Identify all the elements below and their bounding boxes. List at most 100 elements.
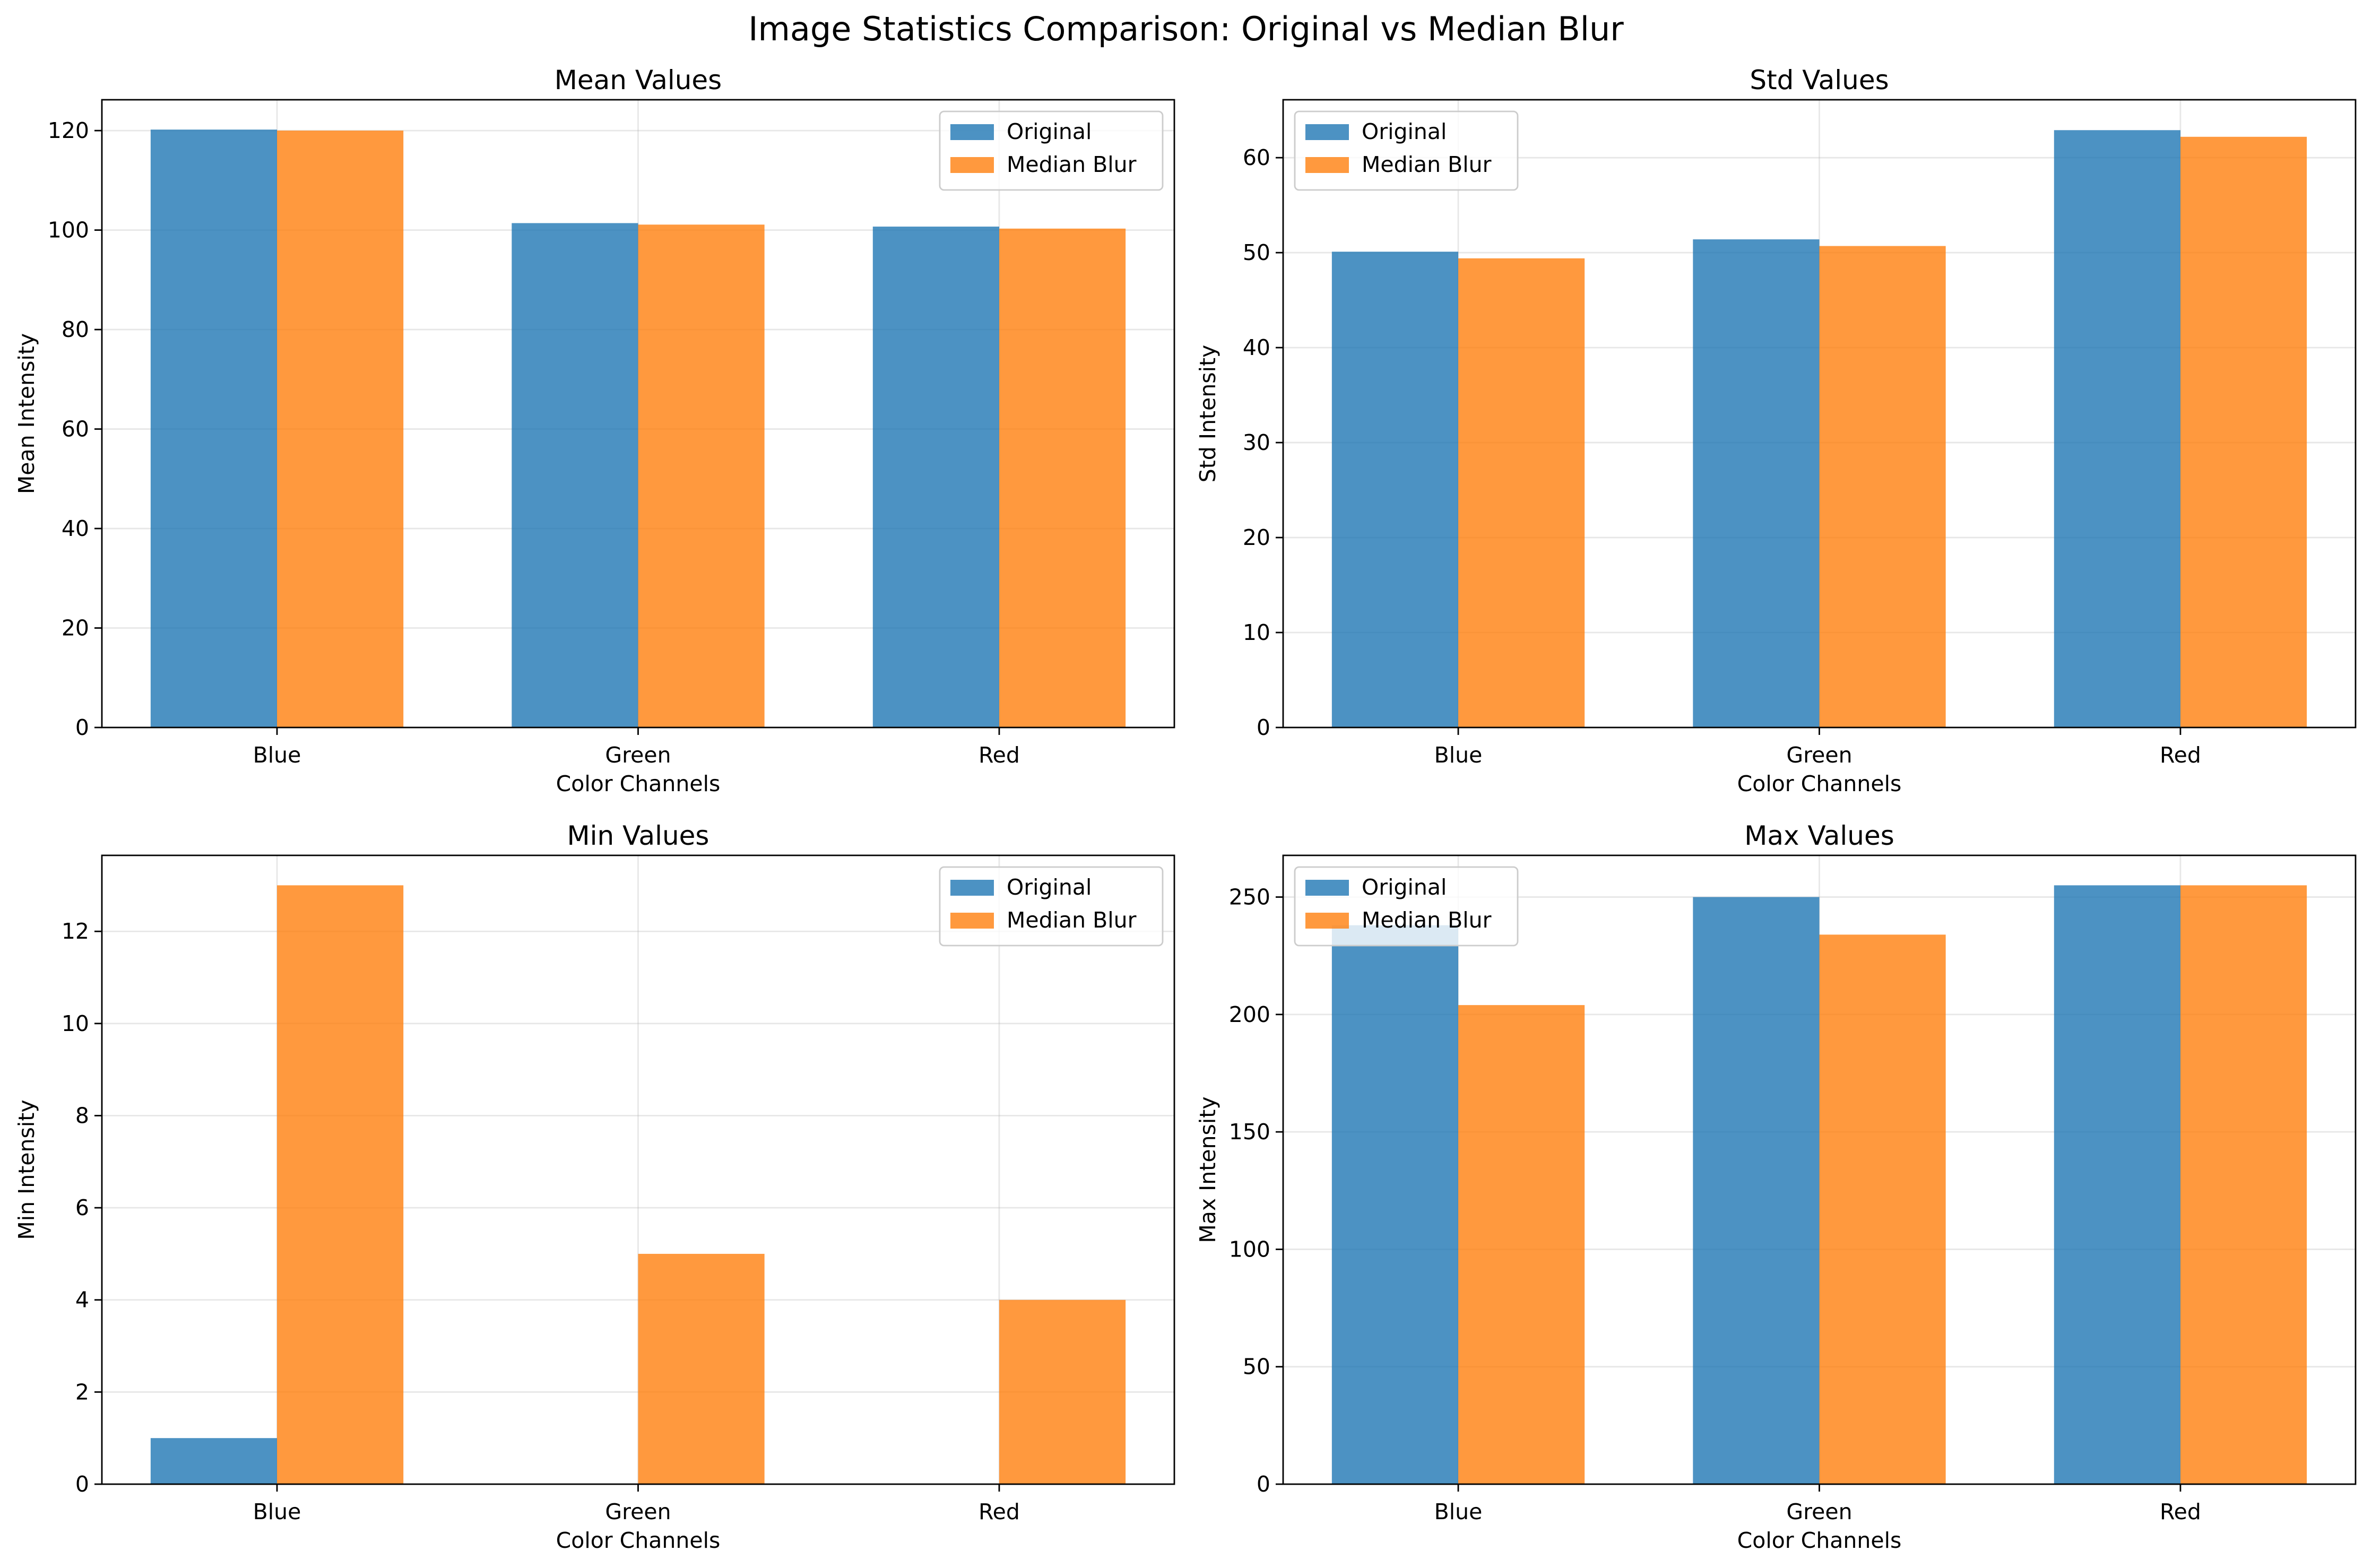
x-tick-label: Red bbox=[2160, 1499, 2201, 1524]
x-tick-label: Green bbox=[605, 1499, 671, 1524]
x-tick-label: Blue bbox=[1434, 742, 1483, 768]
y-tick-label: 60 bbox=[1243, 145, 1270, 170]
y-tick-label: 200 bbox=[1229, 1002, 1270, 1027]
bar-original-blue bbox=[1331, 925, 1459, 1484]
legend-frame bbox=[1294, 866, 1519, 947]
y-tick-label: 4 bbox=[75, 1287, 89, 1313]
bars bbox=[1331, 130, 2307, 728]
figure-suptitle: Image Statistics Comparison: Original vs… bbox=[748, 10, 1624, 48]
bar-median-blur-green bbox=[1819, 934, 1946, 1484]
x-tick-label: Red bbox=[979, 742, 1020, 768]
bar-original-red bbox=[2054, 130, 2180, 728]
y-tick-label: 2 bbox=[75, 1379, 89, 1405]
bar-median-blur-red bbox=[999, 228, 1126, 727]
bars bbox=[1331, 885, 2307, 1484]
x-tick-label: Red bbox=[979, 1499, 1020, 1524]
bar-median-blur-green bbox=[638, 224, 765, 728]
x-tick-label: Green bbox=[1786, 742, 1852, 768]
bars bbox=[150, 885, 1126, 1484]
y-tick-label: 10 bbox=[62, 1011, 89, 1036]
legend: Original Median Blur bbox=[1294, 866, 1519, 947]
subplot-title: Mean Values bbox=[555, 65, 722, 96]
x-axis-label: Color Channels bbox=[556, 771, 721, 796]
legend-swatch bbox=[1305, 880, 1349, 896]
legend-frame bbox=[939, 866, 1164, 947]
y-tick-label: 40 bbox=[1243, 335, 1270, 360]
y-tick-label: 80 bbox=[62, 317, 89, 342]
legend-label: Original bbox=[1362, 119, 1447, 144]
legend-label: Median Blur bbox=[1362, 152, 1492, 177]
bar-original-red bbox=[872, 227, 999, 727]
y-tick-label: 50 bbox=[1243, 1354, 1270, 1380]
y-axis-label: Std Intensity bbox=[1195, 345, 1220, 483]
y-tick-label: 20 bbox=[62, 616, 89, 641]
x-tick-label: Red bbox=[2160, 742, 2201, 768]
y-tick-label: 40 bbox=[62, 516, 89, 541]
y-tick-label: 12 bbox=[62, 919, 89, 944]
legend-swatch bbox=[1305, 157, 1349, 173]
legend-swatch bbox=[950, 880, 994, 896]
y-tick-label: 250 bbox=[1229, 885, 1270, 910]
y-tick-label: 0 bbox=[75, 715, 89, 740]
bars bbox=[150, 129, 1126, 728]
bar-original-red bbox=[2054, 885, 2180, 1484]
legend-label: Original bbox=[1007, 119, 1092, 144]
legend-swatch bbox=[1305, 913, 1349, 929]
y-tick-label: 120 bbox=[48, 118, 89, 143]
y-tick-label: 150 bbox=[1229, 1119, 1270, 1145]
subplot-2: 0 10 20 30 40 50 60 Blue Green Red Std Values Color… bbox=[1195, 65, 2357, 796]
bar-median-blur-green bbox=[1819, 246, 1946, 727]
x-axis-label: Color Channels bbox=[556, 1528, 721, 1553]
legend-swatch bbox=[1305, 124, 1349, 140]
x-tick-label: Green bbox=[605, 742, 671, 768]
subplot-title: Min Values bbox=[567, 820, 709, 851]
y-tick-label: 10 bbox=[1243, 620, 1270, 645]
legend-label: Median Blur bbox=[1362, 907, 1492, 933]
bar-original-green bbox=[1693, 897, 1820, 1484]
bar-median-blur-blue bbox=[277, 885, 404, 1484]
y-axis-label: Min Intensity bbox=[14, 1099, 39, 1240]
bar-original-blue bbox=[150, 1438, 278, 1484]
bar-median-blur-red bbox=[2180, 885, 2307, 1484]
y-tick-label: 60 bbox=[62, 417, 89, 442]
legend: Original Median Blur bbox=[1294, 110, 1519, 191]
bar-original-green bbox=[512, 223, 638, 727]
legend-frame bbox=[939, 110, 1164, 191]
legend-label: Median Blur bbox=[1007, 907, 1137, 933]
y-tick-label: 100 bbox=[1229, 1236, 1270, 1262]
y-axis-label: Max Intensity bbox=[1195, 1096, 1220, 1243]
x-tick-label: Blue bbox=[253, 742, 301, 768]
bar-original-green bbox=[1693, 239, 1820, 727]
y-tick-label: 0 bbox=[75, 1471, 89, 1497]
legend-swatch bbox=[950, 157, 994, 173]
subplot-3: 0 2 4 6 8 10 12 Blue Green Red Min Values Color Cha… bbox=[14, 820, 1175, 1553]
y-tick-label: 20 bbox=[1243, 525, 1270, 550]
legend-label: Original bbox=[1007, 874, 1092, 900]
bar-median-blur-red bbox=[2180, 136, 2307, 727]
y-tick-label: 50 bbox=[1243, 240, 1270, 265]
x-tick-label: Green bbox=[1786, 1499, 1852, 1524]
x-tick-label: Blue bbox=[253, 1499, 301, 1524]
legend: Original Median Blur bbox=[939, 110, 1164, 191]
bar-median-blur-blue bbox=[1458, 258, 1585, 728]
subplot-4: 0 50 100 150 200 250 Blue Green Red Max Values Col… bbox=[1195, 820, 2357, 1553]
x-axis-label: Color Channels bbox=[1737, 1528, 1902, 1553]
bar-median-blur-red bbox=[999, 1300, 1126, 1484]
legend-label: Original bbox=[1362, 874, 1447, 900]
legend: Original Median Blur bbox=[939, 866, 1164, 947]
legend-label: Median Blur bbox=[1007, 152, 1137, 177]
subplot-title: Std Values bbox=[1750, 65, 1889, 96]
legend-swatch bbox=[950, 124, 994, 140]
y-tick-label: 8 bbox=[75, 1103, 89, 1128]
legend-swatch bbox=[950, 913, 994, 929]
y-tick-label: 6 bbox=[75, 1195, 89, 1220]
subplot-1: 0 20 40 60 80 100 120 Blue Green Red Mean Values Co… bbox=[14, 65, 1175, 796]
x-tick-label: Blue bbox=[1434, 1499, 1483, 1524]
bar-median-blur-blue bbox=[1458, 1005, 1585, 1484]
legend-frame bbox=[1294, 110, 1519, 191]
y-tick-label: 0 bbox=[1257, 715, 1270, 740]
y-axis-label: Mean Intensity bbox=[14, 333, 39, 494]
x-axis-label: Color Channels bbox=[1737, 771, 1902, 796]
